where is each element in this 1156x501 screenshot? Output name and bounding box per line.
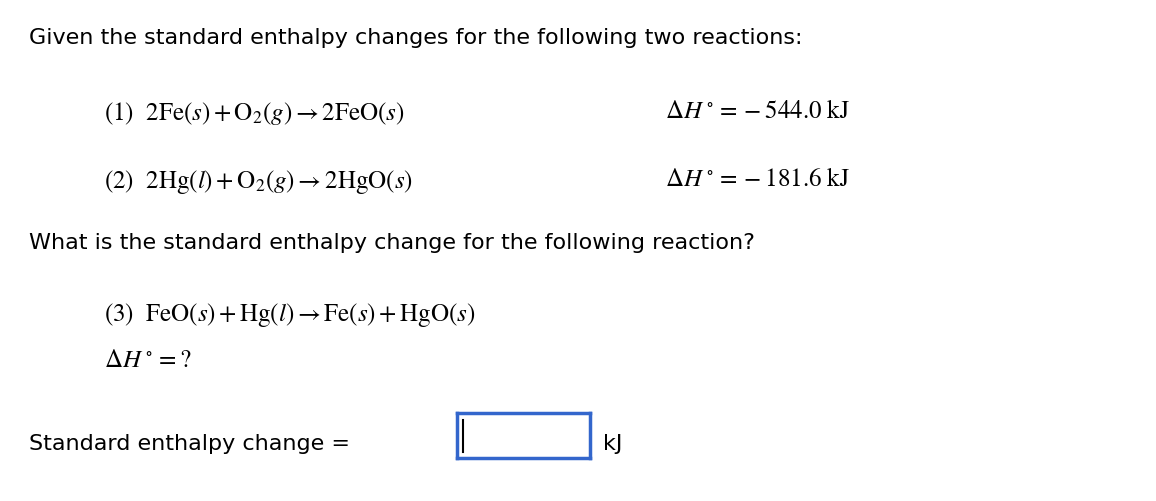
Text: What is the standard enthalpy change for the following reaction?: What is the standard enthalpy change for… [29,233,755,253]
Text: (1)  $\mathrm{2Fe}(s) + \mathrm{O_2}(g) \rightarrow \mathrm{2FeO}(s)$: (1) $\mathrm{2Fe}(s) + \mathrm{O_2}(g) \… [104,100,405,127]
Text: Given the standard enthalpy changes for the following two reactions:: Given the standard enthalpy changes for … [29,28,802,48]
Text: $\Delta H^\circ =?$: $\Delta H^\circ =?$ [104,348,192,372]
Text: $\Delta H^\circ = -181.6\ \mathrm{kJ}$: $\Delta H^\circ = -181.6\ \mathrm{kJ}$ [665,168,850,192]
Text: (3)  $\mathrm{FeO}(s) + \mathrm{Hg}(l) \rightarrow \mathrm{Fe}(s) + \mathrm{HgO}: (3) $\mathrm{FeO}(s) + \mathrm{Hg}(l) \r… [104,301,475,329]
Text: Standard enthalpy change =: Standard enthalpy change = [29,433,357,453]
Text: kJ: kJ [603,433,623,453]
Text: $\Delta H^\circ = -544.0\ \mathrm{kJ}$: $\Delta H^\circ = -544.0\ \mathrm{kJ}$ [665,100,850,124]
Text: (2)  $\mathrm{2Hg}(l) + \mathrm{O_2}(g) \rightarrow \mathrm{2HgO}(s)$: (2) $\mathrm{2Hg}(l) + \mathrm{O_2}(g) \… [104,168,413,196]
